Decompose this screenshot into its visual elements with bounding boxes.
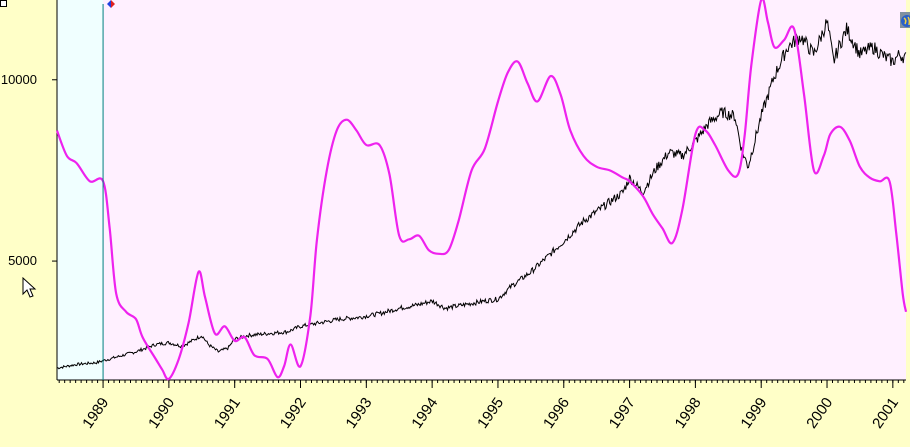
x-tick-label: 1995 — [474, 395, 507, 432]
x-tick-label: 1993 — [343, 395, 376, 432]
x-tick-label: 1990 — [145, 395, 178, 432]
x-axis-ticks: 1989 1990 1991 1992 1993 1994 1995 1996 1997 1998… — [79, 380, 902, 432]
x-tick-label: 1996 — [540, 395, 573, 432]
plot-area[interactable] — [57, 0, 906, 380]
x-tick-label: 2001 — [869, 395, 902, 432]
y-tick-label: 10000 — [1, 72, 37, 87]
x-tick-label: 1992 — [277, 395, 310, 432]
x-tick-label: 1989 — [79, 395, 112, 432]
series-layer — [55, 0, 908, 381]
x-tick-label: 1994 — [408, 395, 441, 432]
x-tick-label: 1999 — [737, 395, 770, 432]
indicator-line — [55, 0, 908, 381]
x-tick-label: 1991 — [211, 395, 244, 432]
price-line — [56, 19, 907, 370]
x-tick-label: 1998 — [672, 395, 705, 432]
x-tick-label: 1997 — [606, 395, 639, 432]
diamond-marker-icon[interactable] — [107, 0, 115, 8]
corner-resize-handle[interactable] — [0, 0, 7, 7]
selection-region — [57, 0, 104, 380]
x-tick-label: 2000 — [803, 395, 836, 432]
globe-icon[interactable] — [900, 12, 910, 28]
mouse-pointer-icon — [22, 277, 37, 298]
y-tick-label: 5000 — [8, 253, 37, 268]
y-axis-ticks: 10000 5000 — [1, 72, 57, 268]
